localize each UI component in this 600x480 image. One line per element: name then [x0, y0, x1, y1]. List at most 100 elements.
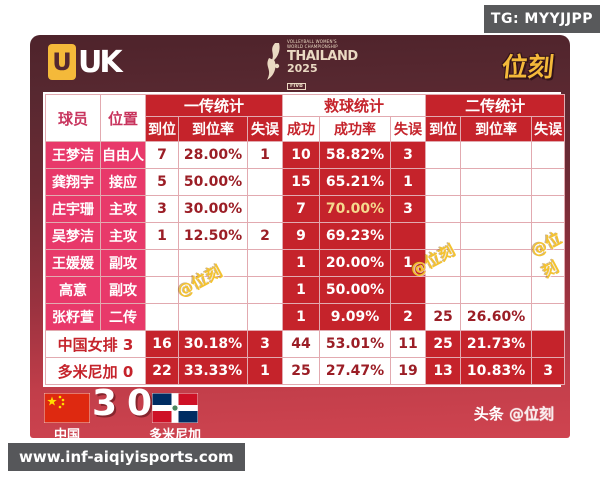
stat-cell [532, 304, 565, 330]
stat-cell: 25 [426, 331, 461, 357]
stat-cell: 16 [146, 331, 178, 357]
logo-title: THAILAND [287, 49, 358, 64]
stat-cell: 50.00% [320, 277, 391, 303]
tg-badge: TG: MYYJJPP [484, 5, 600, 33]
stat-cell [461, 142, 532, 168]
stat-cell: 5 [146, 169, 178, 195]
stat-cell [532, 277, 565, 303]
stat-cell: 33.33% [179, 358, 247, 384]
player-name: 张籽萱 [46, 304, 100, 330]
source-url: www.inf-aiqiyisports.com [8, 443, 245, 471]
sub-column-header: 失误 [391, 117, 426, 141]
player-position: 主攻 [101, 223, 145, 249]
stats-card: U UK VOLLEYBALL WOMEN'S WORLD CHAMPIONSH… [30, 35, 570, 443]
stat-cell [461, 250, 532, 276]
total-row: 多米尼加 0 22 33.33% 1 25 27.47% 19 13 10.83% 3 [46, 358, 565, 384]
stat-cell: 9.09% [320, 304, 391, 330]
stat-cell [532, 142, 565, 168]
header-row-sub: 到位 到位率 失误 成功 成功率 失误 到位 到位率 失误 [46, 117, 565, 141]
stat-cell: 25 [426, 304, 461, 330]
stat-cell [248, 250, 283, 276]
stat-cell: 1 [283, 304, 320, 330]
stat-cell: 58.82% [320, 142, 391, 168]
stat-cell: 13 [426, 358, 461, 384]
player-name: 庄宇珊 [46, 196, 100, 222]
stat-cell [179, 250, 247, 276]
sub-column-header: 到位率 [461, 117, 532, 141]
team-name-china: 中国 [53, 428, 80, 443]
stat-cell: 30.18% [179, 331, 247, 357]
stat-cell [146, 250, 178, 276]
stat-cell: 1 [283, 277, 320, 303]
group-header: 一传统计 [146, 95, 283, 116]
score-right: 0 [127, 383, 153, 424]
stat-cell: 3 [532, 358, 565, 384]
championship-logo-text: VOLLEYBALL WOMEN'S WORLD CHAMPIONSHIP TH… [287, 40, 358, 90]
stat-cell: 70.00% [320, 196, 391, 222]
stat-cell [179, 304, 247, 330]
total-label: 中国女排 3 [46, 331, 145, 357]
credit-prefix: 头条 [473, 405, 509, 423]
stat-cell [426, 277, 461, 303]
stat-cell [461, 223, 532, 249]
stat-cell: 28.00% [179, 142, 247, 168]
player-row: 王媛媛 副攻 1 20.00% 1 [46, 250, 565, 276]
stat-cell: 27.47% [320, 358, 391, 384]
stat-cell [146, 304, 178, 330]
uuk-logo-block: U [48, 44, 76, 80]
stat-cell: 1 [283, 250, 320, 276]
credit-line: 头条 @位刻 [474, 403, 554, 424]
stat-cell: 65.21% [320, 169, 391, 195]
stat-cell [532, 196, 565, 222]
stat-cell: 2 [391, 304, 426, 330]
player-name: 龚翔宇 [46, 169, 100, 195]
stat-cell [248, 277, 283, 303]
stat-cell: 2 [248, 223, 283, 249]
group-header: 救球统计 [283, 95, 426, 116]
player-name: 吴梦洁 [46, 223, 100, 249]
stat-cell: 1 [146, 223, 178, 249]
stat-cell: 1 [391, 169, 426, 195]
sub-column-header: 成功 [283, 117, 320, 141]
stat-cell [426, 169, 461, 195]
stat-cell: 30.00% [179, 196, 247, 222]
player-position: 二传 [101, 304, 145, 330]
player-row: 王梦洁 自由人 7 28.00% 1 10 58.82% 3 [46, 142, 565, 168]
stat-cell [391, 223, 426, 249]
sub-column-header: 到位率 [179, 117, 247, 141]
sub-column-header: 失误 [248, 117, 283, 141]
stat-cell [248, 304, 283, 330]
stat-cell [426, 196, 461, 222]
player-name: 高意 [46, 277, 100, 303]
group-header: 二传统计 [426, 95, 565, 116]
logo-line2: WORLD CHAMPIONSHIP [287, 44, 338, 49]
stat-cell: 44 [283, 331, 320, 357]
stat-cell [248, 196, 283, 222]
stat-cell [146, 277, 178, 303]
stat-cell: 1 [248, 358, 283, 384]
stat-cell [532, 223, 565, 249]
stat-cell: 20.00% [320, 250, 391, 276]
player-name: 王梦洁 [46, 142, 100, 168]
team-name-dominican: 多米尼加 [148, 428, 201, 443]
stat-cell: 69.23% [320, 223, 391, 249]
stat-cell: 1 [391, 250, 426, 276]
col-header-player: 球员 [46, 95, 100, 141]
credit-handle: @位刻 [508, 405, 554, 423]
stat-cell: 7 [283, 196, 320, 222]
total-row: 中国女排 3 16 30.18% 3 44 53.01% 11 25 21.73% [46, 331, 565, 357]
player-row: 龚翔宇 接应 5 50.00% 15 65.21% 1 [46, 169, 565, 195]
player-row: 庄宇珊 主攻 3 30.00% 7 70.00% 3 [46, 196, 565, 222]
stat-cell: 1 [248, 142, 283, 168]
dominican-flag [152, 393, 198, 423]
logo-line1: VOLLEYBALL WOMEN'S [287, 39, 337, 44]
china-flag [44, 393, 90, 423]
player-position: 主攻 [101, 196, 145, 222]
stat-cell: 9 [283, 223, 320, 249]
stat-cell: 50.00% [179, 169, 247, 195]
col-header-position: 位置 [101, 95, 145, 141]
sub-column-header: 到位 [426, 117, 461, 141]
fivb-badge: FIVB [287, 83, 306, 90]
stat-cell: 26.60% [461, 304, 532, 330]
header-row-groups: 球员 位置 一传统计 救球统计 二传统计 [46, 95, 565, 141]
